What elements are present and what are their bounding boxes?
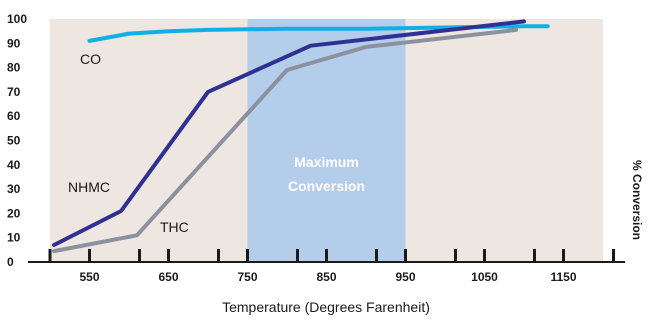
series-line-co [87,24,550,43]
y-tick-label: 20 [7,206,21,220]
x-axis-title: Temperature (Degrees Farenheit) [222,299,430,315]
x-axis: 550 650 750 850 950 1050 1150 [28,249,625,284]
x-tick-label: 750 [237,270,257,284]
y-tick-label: 100 [7,12,27,26]
series-label-nhmc: NHMC [68,179,110,195]
series-label-thc: THC [160,219,189,235]
x-tick-label: 550 [79,270,99,284]
x-tick-label: 1050 [471,270,498,284]
band-label-line1: Maximum [294,154,359,170]
y-tick-label: 70 [7,85,21,99]
y-axis-ticks: 0 10 20 30 40 50 60 70 80 90 100 [7,12,27,269]
y-tick-label: 60 [7,109,21,123]
y-tick-label: 80 [7,61,21,75]
y-tick-label: 0 [7,255,14,269]
y-tick-label: 90 [7,36,21,50]
series-line-thc [52,27,519,254]
x-tick-label: 950 [395,270,415,284]
y-tick-label: 50 [7,134,21,148]
y-axis-title: % Conversion [630,160,644,240]
maximum-conversion-band [247,19,406,262]
y-tick-label: 40 [7,158,21,172]
series-lines [52,19,550,254]
y-tick-label: 10 [7,231,21,245]
band-label-line2: Conversion [288,178,365,194]
x-tick-label: 1150 [550,270,576,284]
x-tick-label: 650 [158,270,178,284]
x-tick-label: 850 [316,270,336,284]
series-line-nhmc [52,19,526,247]
y-tick-label: 30 [7,182,21,196]
series-label-co: CO [80,51,101,67]
